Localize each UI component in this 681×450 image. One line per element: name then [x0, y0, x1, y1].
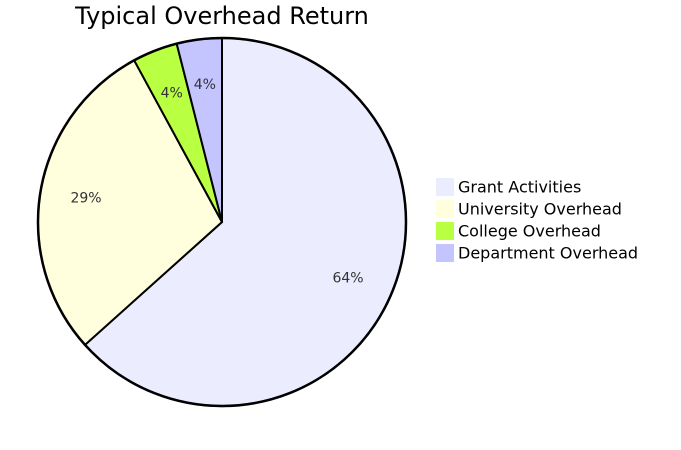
slice-label-grant-activities: 64%: [332, 270, 363, 286]
legend-swatch-grant-activities: [436, 178, 454, 196]
legend-label-college-overhead: College Overhead: [458, 222, 601, 241]
pie-slices: [37, 36, 407, 407]
legend-swatch-college-overhead: [436, 222, 454, 240]
legend-label-department-overhead: Department Overhead: [458, 244, 638, 263]
legend-swatch-department-overhead: [436, 244, 454, 262]
legend-swatch-university-overhead: [436, 200, 454, 218]
legend-label-university-overhead: University Overhead: [458, 200, 622, 219]
slice-label-college-overhead: 4%: [161, 86, 183, 102]
legend: Grant Activities University Overhead Colle…: [436, 178, 638, 263]
slice-label-department-overhead: 4%: [194, 77, 216, 93]
chart-title: Typical Overhead Return: [74, 2, 369, 30]
slice-labels: 64% 29% 4% 4%: [70, 77, 363, 286]
pie-outline: [36, 36, 408, 408]
slice-label-university-overhead: 29%: [70, 191, 101, 207]
legend-label-grant-activities: Grant Activities: [458, 178, 581, 197]
